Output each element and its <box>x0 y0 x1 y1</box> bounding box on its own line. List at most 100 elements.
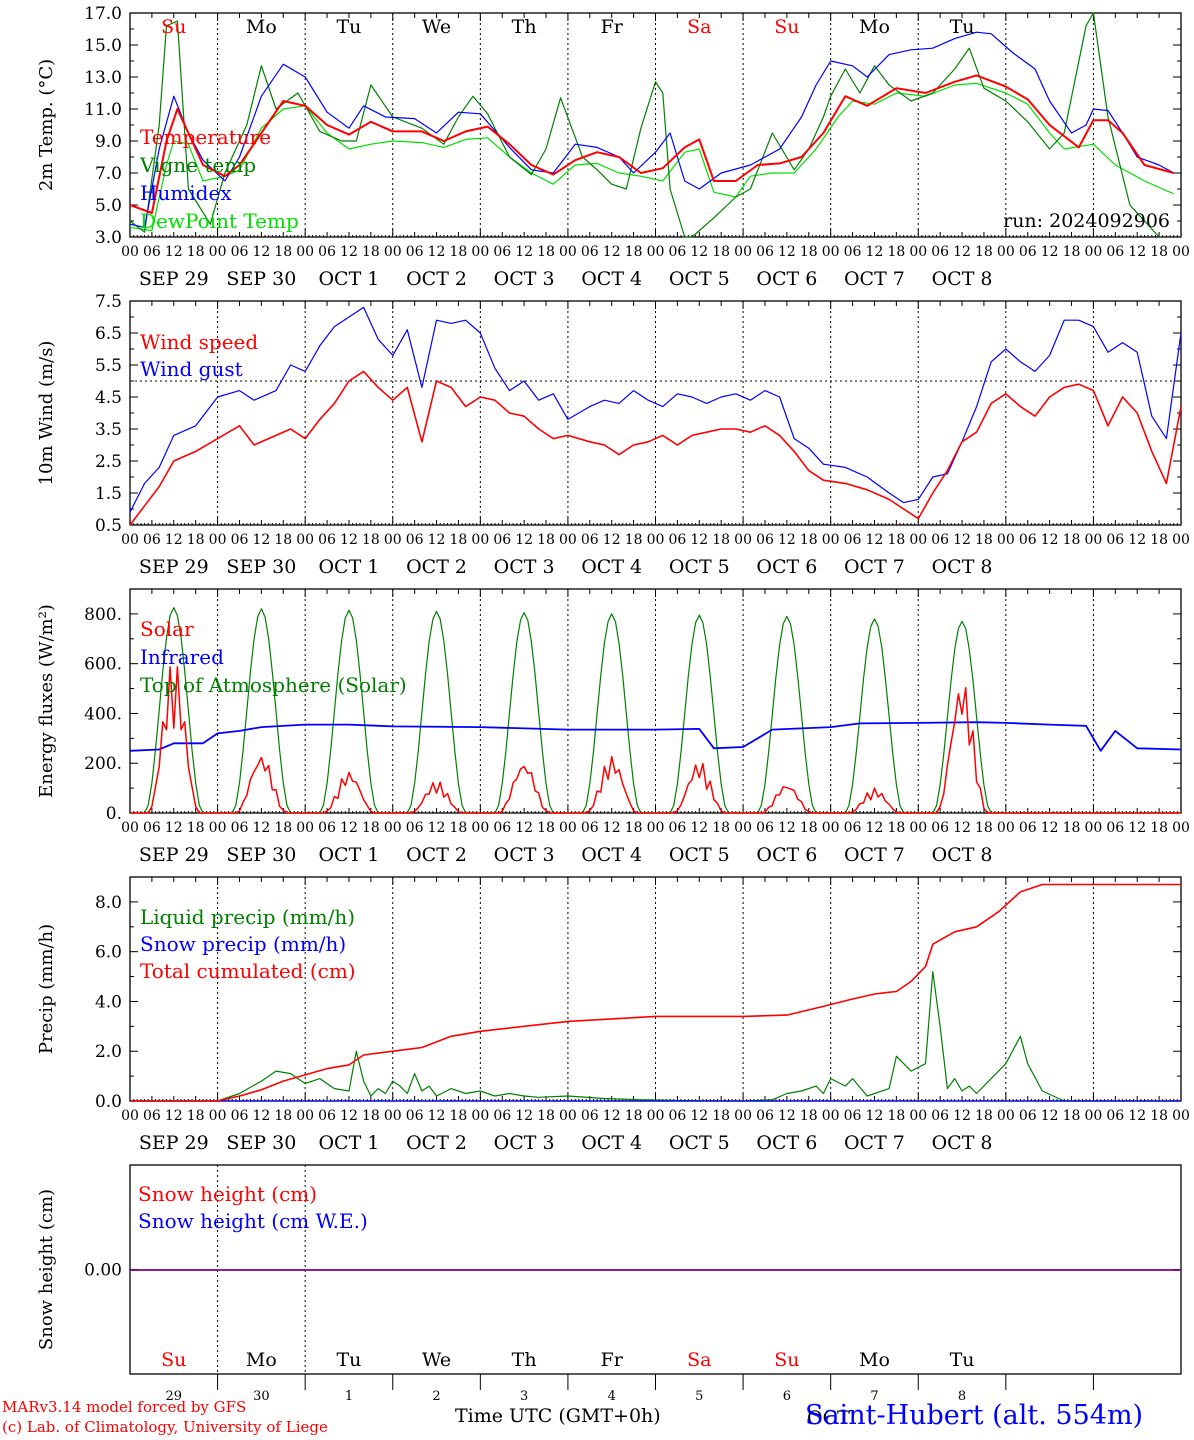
y-tick-label: 5.5 <box>95 356 122 376</box>
x-hour-label: 18 <box>1150 244 1168 260</box>
x-hour-label: 12 <box>866 1108 884 1124</box>
x-hour-label: 00 <box>909 532 927 548</box>
bottom-weekday-label: Mo <box>246 1349 277 1371</box>
x-hour-label: 06 <box>143 532 161 548</box>
x-hour-label: 18 <box>537 1108 555 1124</box>
weekday-label: Th <box>512 16 537 38</box>
x-hour-label: 12 <box>1041 244 1059 260</box>
y-tick-label: 0.00 <box>84 1261 122 1281</box>
x-hour-label: 00 <box>1085 532 1103 548</box>
legend-total-cumulated-cm-: Total cumulated (cm) <box>140 959 356 983</box>
x-hour-label: 06 <box>931 532 949 548</box>
x-hour-label: 12 <box>1041 1108 1059 1124</box>
x-hour-label: 00 <box>471 820 489 836</box>
x-date-label: OCT 5 <box>669 844 730 866</box>
x-date-label: OCT 1 <box>318 844 379 866</box>
x-hour-label: 12 <box>340 1108 358 1124</box>
x-hour-label: 06 <box>756 244 774 260</box>
x-hour-label: 06 <box>668 244 686 260</box>
bottom-day-number: 2 <box>432 1389 440 1404</box>
x-date-label: OCT 3 <box>494 268 555 290</box>
x-date-label: OCT 4 <box>581 1132 642 1154</box>
x-hour-label: 00 <box>384 244 402 260</box>
x-hour-label: 00 <box>997 820 1015 836</box>
x-hour-label: 06 <box>756 820 774 836</box>
x-hour-label: 06 <box>756 1108 774 1124</box>
x-date-label: OCT 6 <box>756 556 817 578</box>
x-date-label: SEP 30 <box>226 268 296 290</box>
x-hour-label: 00 <box>734 820 752 836</box>
x-hour-label: 18 <box>362 1108 380 1124</box>
x-hour-label: 06 <box>581 820 599 836</box>
x-hour-label: 18 <box>274 532 292 548</box>
x-hour-label: 00 <box>1172 532 1190 548</box>
y-axis-title: Energy fluxes (W/m²) <box>36 604 57 798</box>
x-hour-label: 12 <box>165 820 183 836</box>
x-hour-label: 06 <box>1019 1108 1037 1124</box>
x-hour-label: 18 <box>1063 820 1081 836</box>
x-hour-label: 06 <box>844 244 862 260</box>
x-hour-label: 06 <box>1106 244 1124 260</box>
y-tick-label: 2.5 <box>95 452 122 472</box>
x-axis-title: Time UTC (GMT+0h) <box>455 1405 661 1427</box>
x-date-label: OCT 8 <box>932 268 993 290</box>
x-hour-label: 12 <box>515 1108 533 1124</box>
x-hour-label: 06 <box>844 532 862 548</box>
temperature-panel: 3.05.07.09.011.013.015.017.000 06 12 18 00 06… <box>36 4 1190 290</box>
x-hour-label: 00 <box>209 532 227 548</box>
x-hour-label: 06 <box>143 820 161 836</box>
weekday-label: Sa <box>687 16 711 38</box>
x-hour-label: 00 <box>1172 1108 1190 1124</box>
x-hour-label: 18 <box>450 244 468 260</box>
x-hour-label: 00 <box>734 532 752 548</box>
bottom-weekday-label: We <box>422 1349 451 1371</box>
x-date-label: OCT 7 <box>844 556 905 578</box>
bottom-day-number: 5 <box>695 1389 703 1404</box>
x-hour-label: 12 <box>1128 532 1146 548</box>
x-hour-label: 06 <box>493 532 511 548</box>
x-hour-label: 00 <box>909 820 927 836</box>
x-hour-label: 12 <box>252 532 270 548</box>
x-hour-label: 18 <box>712 820 730 836</box>
x-hour-label: 12 <box>1128 1108 1146 1124</box>
x-hour-label: 12 <box>603 1108 621 1124</box>
x-hour-label: 18 <box>800 532 818 548</box>
x-date-label: OCT 1 <box>318 1132 379 1154</box>
x-hour-label: 12 <box>165 532 183 548</box>
x-hour-label: 00 <box>121 1108 139 1124</box>
x-hour-label: 18 <box>537 820 555 836</box>
x-hour-label: 06 <box>231 244 249 260</box>
x-hour-label: 18 <box>975 244 993 260</box>
x-hour-label: 06 <box>1019 244 1037 260</box>
x-hour-label: 18 <box>187 532 205 548</box>
x-hour-label: 06 <box>143 1108 161 1124</box>
bottom-weekday-label: Th <box>512 1349 537 1371</box>
x-hour-label: 12 <box>515 820 533 836</box>
x-hour-label: 06 <box>318 820 336 836</box>
y-axis-title: Snow height (cm) <box>36 1189 57 1350</box>
x-date-label: OCT 8 <box>932 1132 993 1154</box>
y-tick-label: 7.5 <box>95 292 122 312</box>
x-hour-label: 12 <box>690 820 708 836</box>
x-date-label: SEP 29 <box>139 844 209 866</box>
x-date-label: OCT 7 <box>844 268 905 290</box>
x-hour-label: 12 <box>252 1108 270 1124</box>
x-date-label: OCT 2 <box>406 844 467 866</box>
x-hour-label: 12 <box>515 532 533 548</box>
x-hour-label: 18 <box>274 1108 292 1124</box>
y-tick-label: 15.0 <box>84 36 122 56</box>
x-hour-label: 18 <box>1150 820 1168 836</box>
legend-solar: Solar <box>140 617 194 641</box>
bottom-weekday-label: Su <box>774 1349 799 1371</box>
y-tick-label: 6.5 <box>95 324 122 344</box>
bottom-weekday-label: Mo <box>859 1349 890 1371</box>
x-hour-label: 00 <box>734 1108 752 1124</box>
x-hour-label: 12 <box>690 532 708 548</box>
x-date-label: OCT 3 <box>494 844 555 866</box>
x-hour-label: 00 <box>121 244 139 260</box>
weekday-label: Tu <box>950 16 975 38</box>
y-tick-label: 8.0 <box>95 893 122 913</box>
energy-panel: 0.200.400.600.800.00 06 12 18 00 06 12 18 00 06 12… <box>36 588 1190 866</box>
x-hour-label: 12 <box>953 244 971 260</box>
